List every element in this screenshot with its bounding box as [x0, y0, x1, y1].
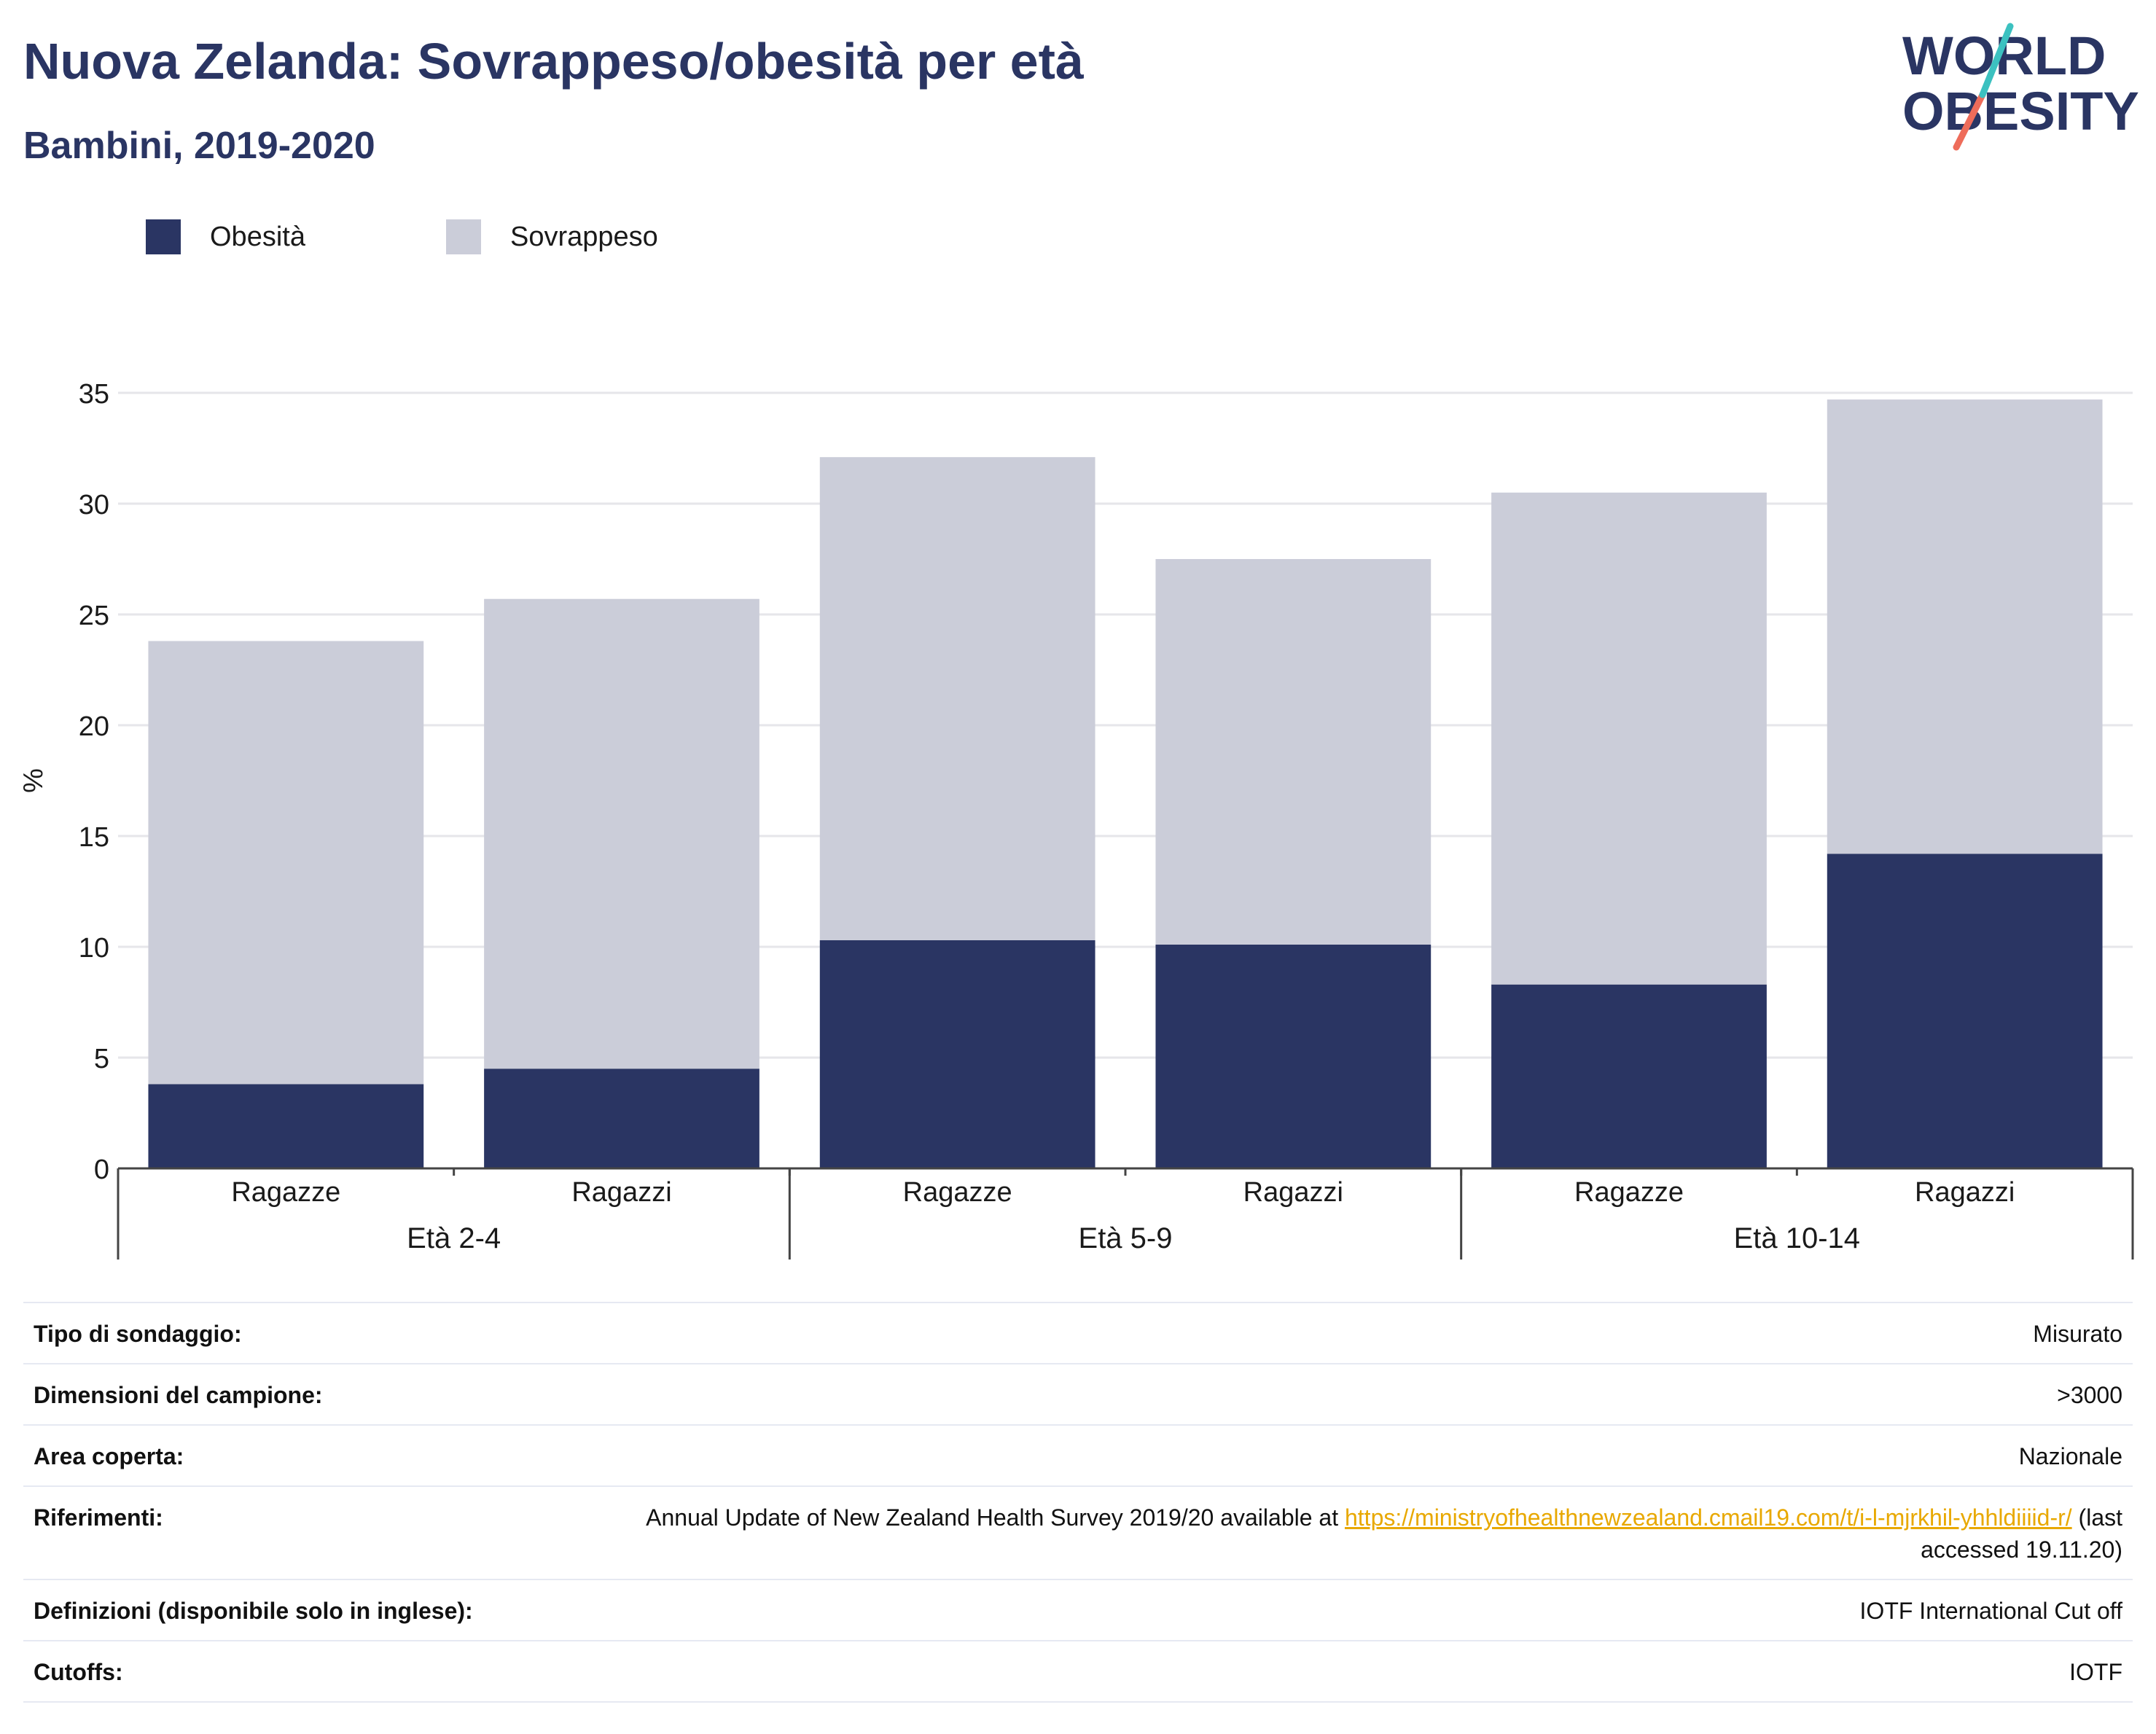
y-tick-label: 35 [79, 379, 109, 410]
meta-label: Dimensioni del campione: [34, 1382, 323, 1408]
y-axis-title: % [18, 768, 49, 793]
meta-label: Area coperta: [34, 1443, 184, 1469]
bar-sovrappeso [1491, 492, 1767, 985]
x-tick-label: Ragazze [903, 1177, 1012, 1208]
meta-row-definizioni: Definizioni (disponibile solo in inglese… [23, 1580, 2133, 1641]
group-label: Età 5-9 [1079, 1222, 1173, 1254]
y-tick-label: 25 [79, 601, 109, 631]
reference-text: Annual Update of New Zealand Health Surv… [646, 1504, 1345, 1531]
meta-value: IOTF International Cut off [1859, 1598, 2122, 1624]
y-tick-label: 20 [79, 711, 109, 742]
bar-sovrappeso [148, 641, 424, 1085]
stacked-bar-chart: 0 5 10 15 20 25 30 35% Ragazze Ragazzi Ragazze Raga… [18, 379, 2134, 1260]
y-tick-label: 10 [79, 933, 109, 964]
bar-sovrappeso [819, 457, 1095, 940]
meta-row-tipo: Tipo di sondaggio: Misurato [23, 1303, 2133, 1364]
x-tick-label: Ragazze [1574, 1177, 1684, 1208]
legend-swatch-obesita [146, 219, 181, 254]
legend-label-obesita: Obesità [210, 222, 305, 252]
y-tick-label: 5 [94, 1044, 109, 1074]
y-tick-label: 0 [94, 1155, 109, 1185]
meta-row-riferimenti: Riferimenti: Annual Update of New Zealan… [23, 1487, 2133, 1580]
legend-label-sovrappeso: Sovrappeso [510, 222, 658, 252]
group-label: Età 2-4 [407, 1222, 501, 1254]
meta-label: Definizioni (disponibile solo in inglese… [34, 1598, 473, 1624]
meta-value: >3000 [2057, 1382, 2122, 1408]
bar-sovrappeso [484, 598, 759, 1069]
x-tick-label: Ragazzi [1915, 1177, 2015, 1208]
meta-value: Misurato [2033, 1321, 2122, 1347]
bar-obesita [1491, 984, 1767, 1168]
meta-label: Tipo di sondaggio: [34, 1321, 242, 1347]
x-tick-label: Ragazzi [1243, 1177, 1343, 1208]
logo-slash-teal [1979, 23, 2014, 98]
logo-graphic: WORLD OBESITY [1902, 23, 2139, 151]
meta-row-cutoffs: Cutoffs: IOTF [23, 1641, 2133, 1703]
reference-link[interactable]: https://ministryofhealthnewzealand.cmail… [1344, 1504, 2072, 1531]
bar-obesita [484, 1069, 759, 1168]
meta-row-campione: Dimensioni del campione: >3000 [23, 1364, 2133, 1426]
bar-obesita [148, 1084, 424, 1168]
bar-sovrappeso [1827, 399, 2103, 854]
bar-obesita [1827, 854, 2103, 1168]
x-tick-label: Ragazze [231, 1177, 340, 1208]
meta-value: IOTF [2069, 1659, 2122, 1685]
y-tick-label: 15 [79, 822, 109, 853]
survey-info-table: Tipo di sondaggio: Misurato Dimensioni d… [23, 1302, 2133, 1703]
y-tick-label: 30 [79, 490, 109, 520]
meta-row-area: Area coperta: Nazionale [23, 1426, 2133, 1487]
chart-title: Nuova Zelanda: Sovrappeso/obesità per et… [23, 33, 1084, 90]
x-tick-label: Ragazzi [571, 1177, 671, 1208]
bar-obesita [819, 940, 1095, 1168]
group-label: Età 10-14 [1734, 1222, 1860, 1254]
meta-label: Cutoffs: [34, 1659, 123, 1685]
world-obesity-logo: WORLD OBESITY [1902, 22, 2143, 153]
bar-obesita [1155, 944, 1432, 1168]
meta-value: Annual Update of New Zealand Health Surv… [621, 1501, 2122, 1566]
logo-slash-coral [1953, 91, 1986, 151]
legend-swatch-sovrappeso [446, 219, 481, 254]
chart-subtitle: Bambini, 2019-2020 [23, 125, 375, 167]
meta-label: Riferimenti: [34, 1504, 163, 1531]
logo-word-2: OBESITY [1902, 81, 2139, 141]
meta-value: Nazionale [2018, 1443, 2122, 1469]
bar-sovrappeso [1155, 559, 1432, 945]
reference-accessed: (last accessed 19.11.20) [1921, 1504, 2122, 1563]
